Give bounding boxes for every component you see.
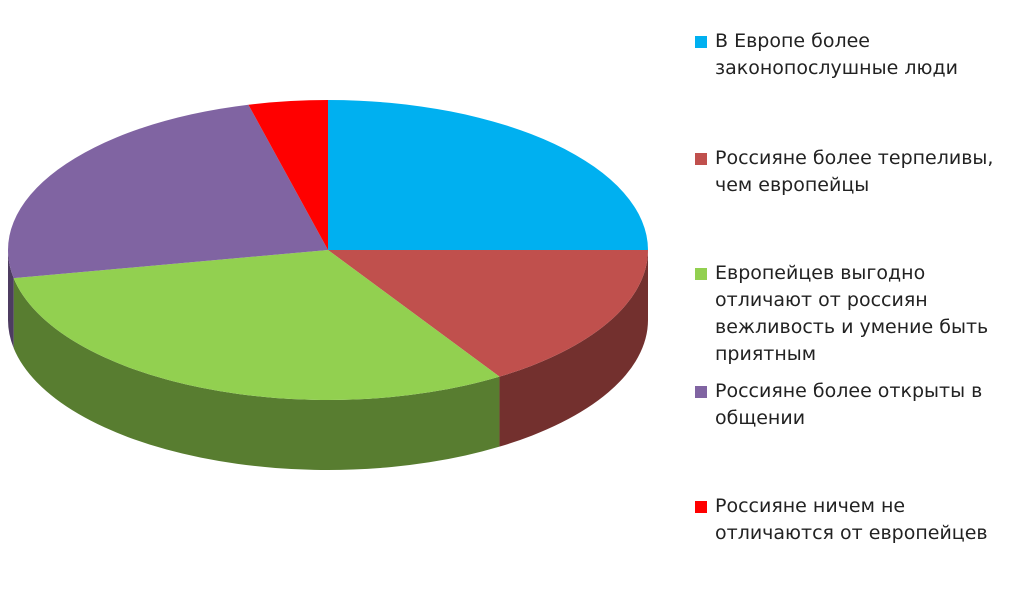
legend-label: Россияне ничем не отличаются от европейц… — [715, 495, 988, 544]
slice-side — [8, 250, 14, 349]
slice — [248, 100, 328, 250]
slice — [328, 100, 648, 250]
legend-swatch — [695, 386, 707, 398]
legend-swatch — [695, 501, 707, 513]
legend-label: Европейцев выгодно отличают от россиян в… — [715, 262, 989, 365]
legend-item: Россияне более терпеливы, чем европейцы — [695, 145, 1005, 199]
legend-label: Россияне более открыты в общении — [715, 380, 983, 429]
slice-side — [499, 250, 648, 447]
pie-area — [7, 100, 648, 470]
legend-item: Европейцев выгодно отличают от россиян в… — [695, 260, 1005, 368]
legend-item: Россияне более открыты в общении — [695, 378, 1005, 432]
slice-side — [13, 278, 500, 470]
slice — [13, 250, 500, 400]
legend-label: В Европе более законопослушные люди — [715, 30, 958, 79]
legend-swatch — [695, 153, 707, 165]
legend-item: В Европе более законопослушные люди — [695, 28, 1005, 82]
legend-swatch — [695, 268, 707, 280]
legend-swatch — [695, 36, 707, 48]
slice — [328, 250, 648, 377]
legend-label: Россияне более терпеливы, чем европейцы — [715, 147, 994, 196]
legend-item: Россияне ничем не отличаются от европейц… — [695, 493, 1005, 547]
slice — [7, 104, 329, 279]
